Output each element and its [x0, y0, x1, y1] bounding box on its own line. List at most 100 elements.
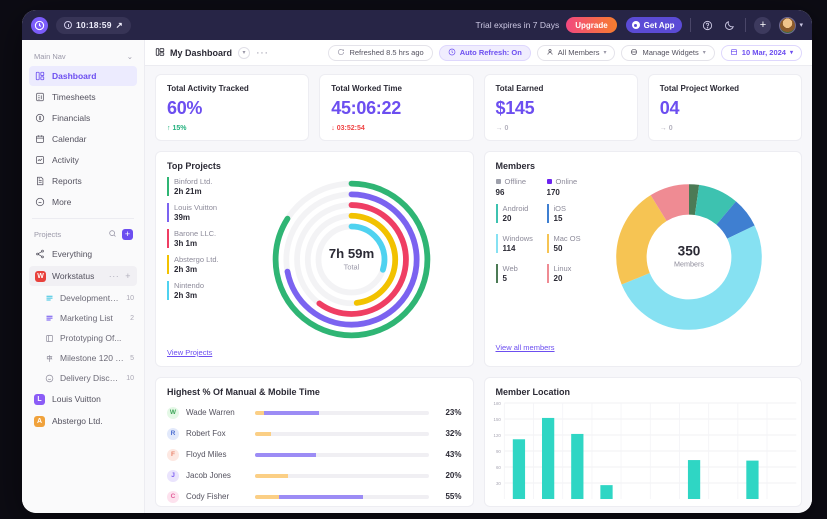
sidebar-item-label: Calendar	[52, 134, 87, 144]
company-label: Abstergo Ltd.	[52, 416, 103, 426]
calendar-icon	[35, 134, 45, 144]
help-circle-icon[interactable]	[699, 17, 715, 33]
clock-logo-icon[interactable]	[31, 16, 48, 34]
legend-value: 2h 21m	[174, 187, 202, 196]
sidebar-item-workstatus[interactable]: W Workstatus ··· +	[29, 266, 137, 286]
trend-up-icon: ↑	[167, 125, 171, 132]
manual-mobile-row: C Cody Fisher 55%	[156, 486, 473, 506]
auto-refresh-label: Auto Refresh: On	[459, 48, 522, 57]
radial-chart: 7h 59m Total	[241, 177, 462, 342]
search-icon[interactable]	[108, 229, 117, 240]
sidebar-item-everything[interactable]: Everything	[29, 244, 137, 264]
share-nodes-icon	[35, 249, 45, 259]
bar	[687, 460, 700, 499]
date-picker[interactable]: 10 Mar, 2024 ▾	[720, 44, 802, 61]
workstatus-badge: W	[35, 270, 46, 282]
members-filter[interactable]: All Members ▾	[536, 44, 616, 61]
sidebar-item-label: More	[52, 197, 72, 207]
sidebar-item-dashboard[interactable]: Dashboard	[29, 66, 137, 86]
bar	[570, 433, 583, 499]
y-axis-tick: 90	[495, 449, 500, 454]
mobile-segment	[255, 494, 280, 499]
chevron-down-icon[interactable]: ▾	[799, 22, 803, 29]
add-project-button[interactable]: +	[122, 228, 133, 240]
card-title: Top Projects	[167, 161, 221, 171]
sidebar-nav-title: Main Nav	[34, 51, 66, 61]
bar	[745, 460, 759, 499]
legend-value: 2h 3m	[174, 265, 198, 274]
refresh-icon	[337, 48, 345, 58]
upgrade-button[interactable]: Upgrade	[566, 17, 617, 33]
refreshed-status[interactable]: Refreshed 8.5 hrs ago	[328, 44, 433, 61]
bar	[512, 439, 525, 499]
percent-value: 20%	[445, 471, 462, 480]
platform-name: Windows	[502, 234, 533, 243]
mobile-segment	[255, 431, 271, 436]
ellipsis-icon[interactable]: ···	[108, 271, 120, 281]
ellipsis-icon[interactable]: ···	[256, 46, 269, 59]
company-badge: A	[34, 415, 45, 427]
radial-arc	[272, 180, 431, 339]
donut-center-label: Members	[674, 260, 704, 269]
reports-icon	[35, 176, 45, 186]
sidebar-item-timesheets[interactable]: Timesheets	[29, 87, 137, 107]
status-name: Offline	[504, 177, 527, 186]
manual-segment	[263, 410, 320, 415]
moon-icon[interactable]	[721, 17, 737, 33]
sidebar-subitem-milestone[interactable]: Milestone 120 |... 5	[22, 348, 144, 368]
sidebar-item-more[interactable]: More	[29, 192, 137, 212]
auto-refresh-toggle[interactable]: Auto Refresh: On	[438, 44, 531, 61]
sidebar-subitem-delivery-discussion[interactable]: Delivery Discuss... 10	[22, 368, 144, 388]
manage-widgets-button[interactable]: Manage Widgets ▾	[621, 44, 715, 61]
platform-ios: iOS 15	[546, 204, 588, 223]
mobile-segment	[255, 473, 288, 478]
add-widget-button[interactable]: +	[754, 16, 772, 34]
platform-name: Mac OS	[553, 234, 581, 243]
workstatus-label: Workstatus	[52, 271, 95, 281]
chevron-down-icon[interactable]: ⌄	[126, 51, 133, 61]
color-swatch	[495, 179, 501, 184]
sidebar-subitem-development-list[interactable]: Development Lis... 10	[22, 288, 144, 308]
trial-text: Trial expires in 7 Days	[475, 20, 560, 30]
y-axis-tick: 30	[495, 481, 500, 486]
sidebar-nav-header[interactable]: Main Nav ⌄	[22, 47, 144, 65]
status-label-row: Online	[546, 177, 588, 186]
user-icon	[546, 48, 554, 58]
sidebar-subitem-prototyping[interactable]: Prototyping Of...	[22, 328, 144, 348]
activity-icon	[35, 155, 45, 165]
sidebar-item-financials[interactable]: Financials	[29, 108, 137, 128]
calendar-icon	[730, 48, 738, 58]
platform-value: 114	[502, 244, 516, 253]
members-body: Offline 96 Online	[485, 171, 802, 337]
get-app-button[interactable]: Get App	[625, 17, 683, 33]
dashboard-title[interactable]: My Dashboard	[155, 47, 232, 59]
dashboard-icon	[35, 71, 45, 81]
view-projects-link[interactable]: View Projects	[167, 348, 213, 357]
manual-mobile-row: R Robert Fox 32%	[156, 423, 473, 444]
sidebar-item-louis-vuitton[interactable]: L Louis Vuitton	[22, 388, 144, 410]
avatar[interactable]	[779, 16, 797, 34]
sidebar-item-reports[interactable]: Reports	[29, 171, 137, 191]
sidebar-item-abstergo-ltd[interactable]: A Abstergo Ltd.	[22, 410, 144, 432]
kpi-value: 04	[659, 98, 680, 118]
sidebar-item-label: Dashboard	[52, 71, 97, 81]
donut-chart-svg: 350 Members	[615, 184, 762, 330]
sidebar-subitem-label: Prototyping Of...	[60, 333, 122, 343]
donut-chart: 350 Members	[588, 177, 791, 337]
legend-item: Barone LLC. 3h 1m	[167, 229, 241, 248]
timer-pill[interactable]: 10:18:59 ↗	[56, 16, 131, 34]
expand-arrow-icon[interactable]: ↗	[115, 19, 123, 30]
member-name: Floyd Miles	[186, 450, 227, 459]
sidebar-item-activity[interactable]: Activity	[29, 150, 137, 170]
sidebar-subitem-label: Delivery Discuss...	[60, 373, 120, 383]
plus-icon[interactable]: +	[125, 271, 131, 281]
legend-value: 2h 3m	[174, 291, 198, 300]
sidebar-item-calendar[interactable]: Calendar	[29, 129, 137, 149]
kpi-delta-value: 15%	[172, 125, 187, 132]
sidebar-item-label: Financials	[52, 113, 91, 123]
sidebar-subitem-marketing-list[interactable]: Marketing List 2	[22, 308, 144, 328]
more-icon	[35, 197, 45, 207]
get-app-label: Get App	[643, 20, 675, 30]
view-all-members-link[interactable]: View all members	[495, 343, 555, 352]
chevron-down-icon[interactable]: ▾	[238, 46, 251, 59]
